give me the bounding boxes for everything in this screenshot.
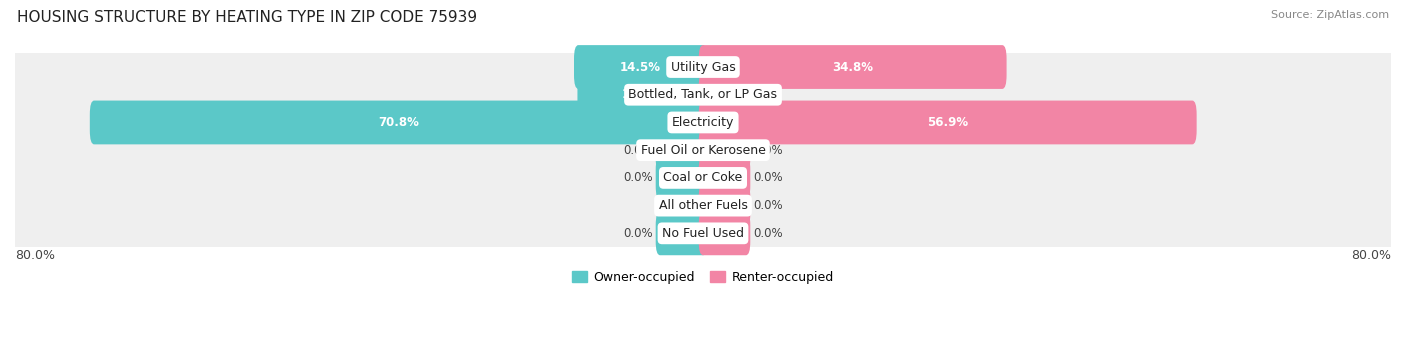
- FancyBboxPatch shape: [699, 73, 779, 117]
- FancyBboxPatch shape: [655, 211, 707, 255]
- FancyBboxPatch shape: [655, 128, 707, 172]
- Text: 0.0%: 0.0%: [752, 172, 783, 184]
- Text: 0.0%: 0.0%: [623, 227, 654, 240]
- Text: 0.6%: 0.6%: [661, 199, 690, 212]
- Text: No Fuel Used: No Fuel Used: [662, 227, 744, 240]
- FancyBboxPatch shape: [699, 156, 751, 200]
- FancyBboxPatch shape: [574, 45, 707, 89]
- Text: 80.0%: 80.0%: [1351, 249, 1391, 262]
- Text: 34.8%: 34.8%: [832, 60, 873, 74]
- Text: 56.9%: 56.9%: [927, 116, 969, 129]
- FancyBboxPatch shape: [90, 101, 707, 144]
- FancyBboxPatch shape: [655, 156, 707, 200]
- Text: 70.8%: 70.8%: [378, 116, 419, 129]
- FancyBboxPatch shape: [699, 128, 751, 172]
- Text: All other Fuels: All other Fuels: [658, 199, 748, 212]
- Text: Electricity: Electricity: [672, 116, 734, 129]
- FancyBboxPatch shape: [1, 180, 1405, 287]
- Text: Utility Gas: Utility Gas: [671, 60, 735, 74]
- FancyBboxPatch shape: [699, 101, 1197, 144]
- Text: 0.0%: 0.0%: [623, 172, 654, 184]
- FancyBboxPatch shape: [699, 45, 1007, 89]
- FancyBboxPatch shape: [1, 41, 1405, 149]
- Text: 14.5%: 14.5%: [620, 60, 661, 74]
- Text: 14.1%: 14.1%: [621, 88, 662, 101]
- FancyBboxPatch shape: [1, 69, 1405, 176]
- Text: 0.0%: 0.0%: [623, 144, 654, 157]
- FancyBboxPatch shape: [1, 124, 1405, 232]
- Text: 0.0%: 0.0%: [752, 199, 783, 212]
- Text: 80.0%: 80.0%: [15, 249, 55, 262]
- Text: HOUSING STRUCTURE BY HEATING TYPE IN ZIP CODE 75939: HOUSING STRUCTURE BY HEATING TYPE IN ZIP…: [17, 10, 477, 25]
- FancyBboxPatch shape: [578, 73, 707, 117]
- Text: Coal or Coke: Coal or Coke: [664, 172, 742, 184]
- Text: 8.3%: 8.3%: [723, 88, 755, 101]
- FancyBboxPatch shape: [693, 184, 707, 227]
- Text: Source: ZipAtlas.com: Source: ZipAtlas.com: [1271, 10, 1389, 20]
- Text: 0.0%: 0.0%: [752, 227, 783, 240]
- Text: Fuel Oil or Kerosene: Fuel Oil or Kerosene: [641, 144, 765, 157]
- FancyBboxPatch shape: [699, 211, 751, 255]
- FancyBboxPatch shape: [1, 152, 1405, 260]
- Text: Bottled, Tank, or LP Gas: Bottled, Tank, or LP Gas: [628, 88, 778, 101]
- Legend: Owner-occupied, Renter-occupied: Owner-occupied, Renter-occupied: [572, 271, 834, 284]
- FancyBboxPatch shape: [1, 97, 1405, 204]
- FancyBboxPatch shape: [1, 13, 1405, 121]
- Text: 0.0%: 0.0%: [752, 144, 783, 157]
- FancyBboxPatch shape: [699, 184, 751, 227]
